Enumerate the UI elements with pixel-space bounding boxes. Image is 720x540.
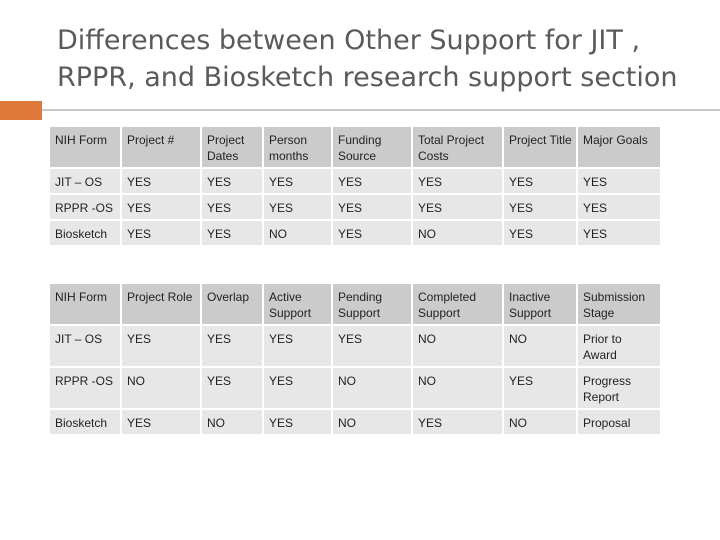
table-cell: YES xyxy=(333,169,413,195)
table-cell: YES xyxy=(578,221,662,247)
header-cell: Submission Stage xyxy=(578,284,662,326)
header-cell: Project Title xyxy=(504,127,578,169)
table-row: Biosketch YES YES NO YES NO YES YES xyxy=(50,221,662,247)
table-cell: NO xyxy=(504,410,578,436)
table-cell: RPPR -OS xyxy=(50,195,122,221)
table-cell: JIT – OS xyxy=(50,169,122,195)
table-row: RPPR -OS YES YES YES YES YES YES YES xyxy=(50,195,662,221)
table-cell: NO xyxy=(413,368,504,410)
table-cell: NO xyxy=(202,410,264,436)
table-cell: YES xyxy=(264,410,333,436)
header-cell: NIH Form xyxy=(50,284,122,326)
table-cell: YES xyxy=(264,368,333,410)
table-cell: YES xyxy=(122,195,202,221)
table-cell: YES xyxy=(202,221,264,247)
table-cell: YES xyxy=(578,195,662,221)
table-cell: YES xyxy=(122,221,202,247)
header-cell: Inactive Support xyxy=(504,284,578,326)
table-cell: NO xyxy=(264,221,333,247)
table-cell: YES xyxy=(504,195,578,221)
table-cell: YES xyxy=(202,368,264,410)
table-cell: NO xyxy=(504,326,578,368)
table-cell: Prior to Award xyxy=(578,326,662,368)
table-row: JIT – OS YES YES YES YES NO NO Prior to … xyxy=(50,326,662,368)
table-cell: YES xyxy=(202,326,264,368)
table-cell: YES xyxy=(202,169,264,195)
table-cell: YES xyxy=(413,169,504,195)
header-cell: NIH Form xyxy=(50,127,122,169)
table-row: RPPR -OS NO YES YES NO NO YES Progress R… xyxy=(50,368,662,410)
table-cell: Proposal xyxy=(578,410,662,436)
table-cell: YES xyxy=(264,326,333,368)
header-cell: Project Role xyxy=(122,284,202,326)
table-cell: NO xyxy=(122,368,202,410)
table-cell: YES xyxy=(122,169,202,195)
table-cell: YES xyxy=(122,326,202,368)
table-cell: Biosketch xyxy=(50,221,122,247)
accent-bar xyxy=(0,101,42,120)
table-cell: NO xyxy=(333,410,413,436)
header-cell: Major Goals xyxy=(578,127,662,169)
table-cell: YES xyxy=(333,221,413,247)
title-line-1: Differences between Other Support for JI… xyxy=(57,25,641,56)
table-cell: Progress Report xyxy=(578,368,662,410)
table-cell: YES xyxy=(202,195,264,221)
table-cell: YES xyxy=(264,195,333,221)
header-cell: Overlap xyxy=(202,284,264,326)
table-cell: YES xyxy=(264,169,333,195)
table-cell: YES xyxy=(333,326,413,368)
table-cell: Biosketch xyxy=(50,410,122,436)
comparison-table-1: NIH Form Project # Project Dates Person … xyxy=(50,127,662,247)
title-divider xyxy=(42,109,720,111)
header-cell: Total Project Costs xyxy=(413,127,504,169)
slide-title: Differences between Other Support for JI… xyxy=(57,22,697,96)
table-cell: RPPR -OS xyxy=(50,368,122,410)
table-cell: NO xyxy=(413,221,504,247)
header-cell: Project # xyxy=(122,127,202,169)
title-line-2: RPPR, and Biosketch research support sec… xyxy=(57,62,678,93)
header-cell: Project Dates xyxy=(202,127,264,169)
table-header-row: NIH Form Project # Project Dates Person … xyxy=(50,127,662,169)
table-cell: YES xyxy=(413,410,504,436)
comparison-table-2: NIH Form Project Role Overlap Active Sup… xyxy=(50,284,662,436)
table-row: Biosketch YES NO YES NO YES NO Proposal xyxy=(50,410,662,436)
table-cell: NO xyxy=(413,326,504,368)
header-cell: Active Support xyxy=(264,284,333,326)
table-cell: YES xyxy=(578,169,662,195)
header-cell: Person months xyxy=(264,127,333,169)
table-row: JIT – OS YES YES YES YES YES YES YES xyxy=(50,169,662,195)
table-cell: NO xyxy=(333,368,413,410)
header-cell: Completed Support xyxy=(413,284,504,326)
table-header-row: NIH Form Project Role Overlap Active Sup… xyxy=(50,284,662,326)
table-cell: YES xyxy=(333,195,413,221)
table-cell: JIT – OS xyxy=(50,326,122,368)
table-cell: YES xyxy=(504,221,578,247)
table-cell: YES xyxy=(504,169,578,195)
table-cell: YES xyxy=(504,368,578,410)
table-cell: YES xyxy=(122,410,202,436)
header-cell: Funding Source xyxy=(333,127,413,169)
header-cell: Pending Support xyxy=(333,284,413,326)
table-cell: YES xyxy=(413,195,504,221)
